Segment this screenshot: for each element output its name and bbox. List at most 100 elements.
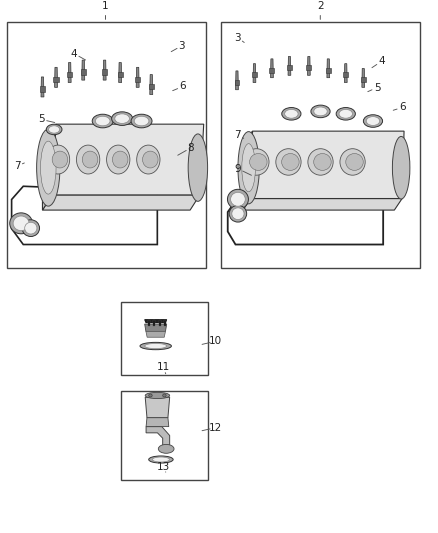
Text: 5: 5 [374,83,380,93]
Polygon shape [81,69,86,75]
Text: 2: 2 [317,1,324,11]
Text: 1: 1 [102,1,109,11]
Ellipse shape [314,154,331,171]
Ellipse shape [158,445,174,453]
Polygon shape [145,324,167,332]
Ellipse shape [95,116,110,126]
Ellipse shape [46,145,70,174]
Ellipse shape [336,108,355,120]
Polygon shape [82,60,85,80]
Polygon shape [252,72,257,77]
Ellipse shape [106,145,130,174]
Text: 12: 12 [209,423,222,433]
Polygon shape [343,72,348,77]
Ellipse shape [140,342,171,350]
Ellipse shape [232,208,244,220]
Polygon shape [243,198,402,210]
Ellipse shape [149,394,152,397]
Polygon shape [159,320,161,326]
Polygon shape [42,124,56,210]
Ellipse shape [162,394,166,397]
Polygon shape [269,68,274,72]
Ellipse shape [37,129,60,206]
Ellipse shape [113,151,128,168]
Ellipse shape [92,114,113,128]
Ellipse shape [392,136,410,199]
Polygon shape [41,77,44,97]
Ellipse shape [145,392,170,399]
Bar [121,302,208,375]
Ellipse shape [25,222,37,234]
Text: 7: 7 [234,130,241,140]
Polygon shape [234,80,240,85]
Ellipse shape [13,216,29,231]
Ellipse shape [149,456,173,463]
Polygon shape [136,67,139,87]
Polygon shape [243,131,253,210]
Polygon shape [148,84,154,89]
Ellipse shape [242,144,255,192]
Polygon shape [164,320,166,326]
Polygon shape [287,65,292,70]
Ellipse shape [131,114,152,128]
Ellipse shape [134,116,149,126]
Ellipse shape [115,114,130,123]
Ellipse shape [250,154,267,171]
Bar [221,22,420,268]
Polygon shape [148,320,150,326]
Ellipse shape [46,124,62,135]
Polygon shape [135,77,140,82]
Polygon shape [52,124,204,195]
Ellipse shape [238,132,259,204]
Ellipse shape [364,115,382,127]
Polygon shape [361,77,366,82]
Ellipse shape [244,149,269,175]
Polygon shape [146,418,169,426]
Text: 6: 6 [399,102,406,112]
Ellipse shape [276,149,301,175]
Polygon shape [146,332,166,337]
Ellipse shape [82,151,98,168]
Ellipse shape [366,117,380,125]
Ellipse shape [308,149,333,175]
Polygon shape [236,71,238,90]
Polygon shape [307,65,311,70]
Text: 6: 6 [180,82,186,92]
Ellipse shape [229,205,247,222]
Ellipse shape [285,109,298,118]
Ellipse shape [112,112,133,125]
Polygon shape [146,426,170,447]
Ellipse shape [10,213,32,234]
Ellipse shape [49,126,60,133]
Ellipse shape [230,192,245,206]
Text: 7: 7 [14,161,21,171]
Ellipse shape [188,134,208,201]
Polygon shape [271,59,273,78]
Polygon shape [253,63,256,83]
Text: 5: 5 [38,115,45,125]
Ellipse shape [282,108,301,120]
Ellipse shape [137,145,160,174]
Ellipse shape [145,343,167,349]
Polygon shape [117,72,123,77]
Text: 4: 4 [71,49,78,59]
Polygon shape [53,77,59,82]
Text: 3: 3 [179,41,185,51]
Polygon shape [344,63,347,83]
Polygon shape [251,131,404,198]
Polygon shape [288,56,291,75]
Ellipse shape [282,154,299,171]
Ellipse shape [314,107,327,116]
Text: 8: 8 [188,143,194,153]
Ellipse shape [40,141,56,194]
Polygon shape [326,68,331,72]
Ellipse shape [346,154,363,171]
Polygon shape [40,86,45,92]
Polygon shape [42,195,200,210]
Ellipse shape [311,105,330,118]
Ellipse shape [52,151,68,168]
Text: 4: 4 [378,56,385,67]
Polygon shape [362,69,365,87]
Text: 9: 9 [234,164,241,174]
Polygon shape [68,62,71,83]
